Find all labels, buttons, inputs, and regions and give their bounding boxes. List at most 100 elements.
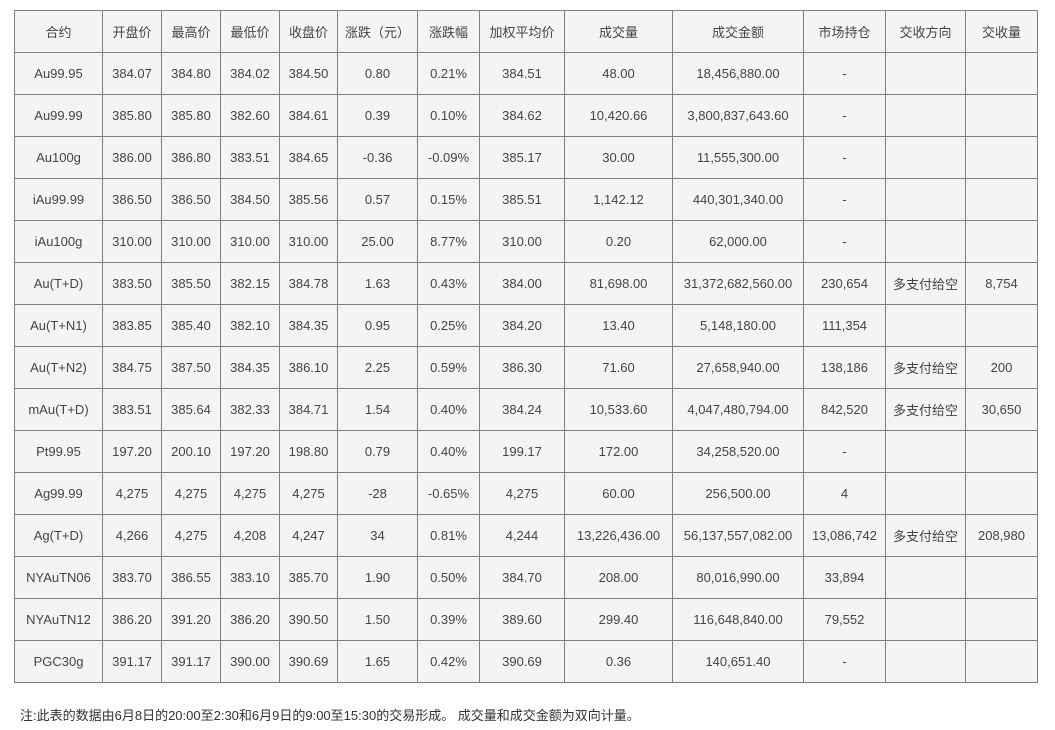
column-header: 合约 (14, 10, 103, 53)
table-cell: 384.35 (279, 304, 338, 347)
table-cell (885, 430, 966, 473)
table-cell: 27,658,940.00 (672, 346, 804, 389)
table-cell: 4,275 (102, 472, 162, 515)
table-cell: 4,208 (220, 514, 280, 557)
column-header: 开盘价 (102, 10, 162, 53)
table-cell: 13.40 (564, 304, 673, 347)
table-cell (965, 556, 1038, 599)
table-row: NYAuTN06 383.70 386.55 383.10 385.70 1.90 0.50… (14, 556, 1038, 599)
table-cell: 多支付给空 (885, 262, 966, 305)
table-cell: 10,533.60 (564, 388, 673, 431)
contract-cell: NYAuTN12 (14, 598, 103, 641)
table-cell: 310.00 (479, 220, 565, 263)
market-data-table: 合约 开盘价 最高价 最低价 收盘价 涨跌（元） 涨跌幅 加权平均价 成交量 成交金额 市场持仓 交收… (14, 10, 1038, 683)
table-cell (965, 52, 1038, 95)
table-cell: -28 (337, 472, 418, 515)
table-cell (885, 598, 966, 641)
table-cell: -0.65% (417, 472, 480, 515)
table-cell: 30,650 (965, 388, 1038, 431)
table-cell: 382.33 (220, 388, 280, 431)
table-cell: 0.20 (564, 220, 673, 263)
table-cell: 0.39% (417, 598, 480, 641)
table-cell: 197.20 (102, 430, 162, 473)
table-cell: 384.50 (220, 178, 280, 221)
table-cell: 197.20 (220, 430, 280, 473)
table-row: PGC30g 391.17 391.17 390.00 390.69 1.65 0.42% 3… (14, 640, 1038, 683)
table-cell: 4,275 (279, 472, 338, 515)
table-cell (965, 220, 1038, 263)
table-cell: 391.17 (102, 640, 162, 683)
table-cell: 4 (803, 472, 886, 515)
table-cell: 多支付给空 (885, 514, 966, 557)
table-cell: 34,258,520.00 (672, 430, 804, 473)
table-cell: 62,000.00 (672, 220, 804, 263)
table-cell: 385.56 (279, 178, 338, 221)
table-cell: 384.62 (479, 94, 565, 137)
table-cell: 0.50% (417, 556, 480, 599)
table-cell: 385.50 (161, 262, 221, 305)
table-cell: 0.57 (337, 178, 418, 221)
table-cell: 0.59% (417, 346, 480, 389)
table-cell: 3,800,837,643.60 (672, 94, 804, 137)
table-row: Au99.95 384.07 384.80 384.02 384.50 0.80 0.21%… (14, 52, 1038, 95)
table-cell: 208,980 (965, 514, 1038, 557)
table-cell (965, 94, 1038, 137)
table-cell (885, 556, 966, 599)
table-cell (885, 52, 966, 95)
contract-cell: Pt99.95 (14, 430, 103, 473)
table-cell: 0.25% (417, 304, 480, 347)
table-cell: 390.00 (220, 640, 280, 683)
table-cell: 172.00 (564, 430, 673, 473)
table-cell (965, 304, 1038, 347)
table-cell: 385.80 (102, 94, 162, 137)
table-cell: 4,247 (279, 514, 338, 557)
table-cell: 383.51 (102, 388, 162, 431)
table-cell: 4,047,480,794.00 (672, 388, 804, 431)
table-cell: 33,894 (803, 556, 886, 599)
table-row: Au99.99 385.80 385.80 382.60 384.61 0.39 0.10%… (14, 94, 1038, 137)
table-cell: 0.79 (337, 430, 418, 473)
table-cell: 384.78 (279, 262, 338, 305)
table-cell: 384.51 (479, 52, 565, 95)
table-cell: 390.50 (279, 598, 338, 641)
table-cell: 1.50 (337, 598, 418, 641)
table-cell: - (803, 220, 886, 263)
contract-cell: Ag99.99 (14, 472, 103, 515)
table-row: Ag99.99 4,275 4,275 4,275 4,275 -28 -0.65% 4,27… (14, 472, 1038, 515)
table-cell: 310.00 (279, 220, 338, 263)
table-cell: 0.42% (417, 640, 480, 683)
table-cell: 60.00 (564, 472, 673, 515)
table-cell (885, 94, 966, 137)
table-cell: 383.85 (102, 304, 162, 347)
table-cell: 383.50 (102, 262, 162, 305)
column-header: 涨跌幅 (417, 10, 480, 53)
table-cell: 208.00 (564, 556, 673, 599)
contract-cell: Au99.95 (14, 52, 103, 95)
column-header: 收盘价 (279, 10, 338, 53)
table-row: NYAuTN12 386.20 391.20 386.20 390.50 1.50 0.39… (14, 598, 1038, 641)
table-cell: -0.36 (337, 136, 418, 179)
contract-cell: NYAuTN06 (14, 556, 103, 599)
table-cell: 385.80 (161, 94, 221, 137)
table-cell: 56,137,557,082.00 (672, 514, 804, 557)
table-cell: 0.21% (417, 52, 480, 95)
table-cell: 382.15 (220, 262, 280, 305)
contract-cell: Au(T+N2) (14, 346, 103, 389)
table-cell: 4,275 (220, 472, 280, 515)
table-cell: 0.10% (417, 94, 480, 137)
table-cell: 4,275 (161, 514, 221, 557)
table-cell: 386.20 (220, 598, 280, 641)
table-cell: 多支付给空 (885, 388, 966, 431)
table-cell (965, 430, 1038, 473)
contract-cell: mAu(T+D) (14, 388, 103, 431)
contract-cell: PGC30g (14, 640, 103, 683)
table-cell: 385.51 (479, 178, 565, 221)
table-cell: 384.71 (279, 388, 338, 431)
table-cell: - (803, 136, 886, 179)
table-footnote: 注:此表的数据由6月8日的20:00至2:30和6月9日的9:00至15:30的… (20, 708, 640, 723)
table-cell: 385.40 (161, 304, 221, 347)
table-cell: 383.10 (220, 556, 280, 599)
table-cell: 4,275 (161, 472, 221, 515)
table-cell: 386.10 (279, 346, 338, 389)
table-cell: 11,555,300.00 (672, 136, 804, 179)
